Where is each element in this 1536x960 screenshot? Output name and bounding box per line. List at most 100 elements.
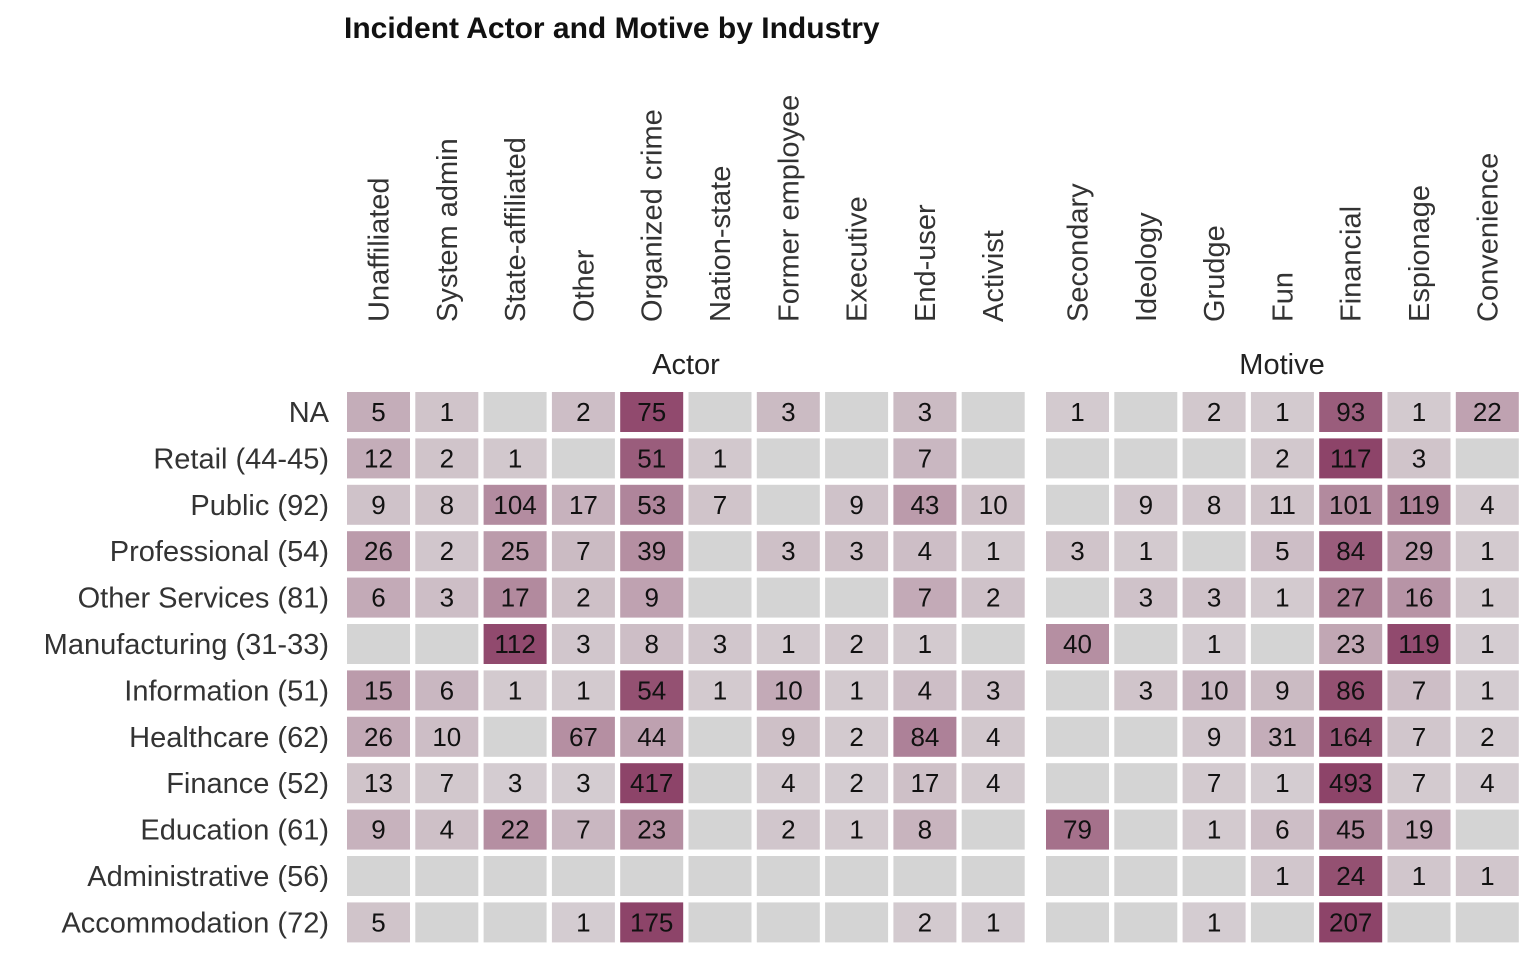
heatmap-cell-actor-3-7 bbox=[825, 531, 889, 572]
heatmap-cell-actor-2-6 bbox=[756, 484, 820, 525]
heatmap-cell-actor-7-8 bbox=[893, 716, 957, 757]
heatmap-cell-motive-0-0 bbox=[1046, 392, 1109, 432]
heatmap-cell-motive-8-3 bbox=[1250, 763, 1314, 804]
heatmap-cell-motive-3-5 bbox=[1387, 531, 1451, 572]
heatmap-cell-motive-1-6 bbox=[1455, 438, 1519, 479]
cell-value-label: 54 bbox=[637, 675, 666, 705]
panel-title-motive: Motive bbox=[1239, 349, 1324, 381]
heatmap-cell-motive-3-1 bbox=[1114, 531, 1178, 572]
heatmap-cell-actor-6-6 bbox=[756, 670, 820, 711]
cell-value-label: 1 bbox=[713, 675, 727, 705]
cell-value-label: 1 bbox=[576, 675, 590, 705]
cell-value-label: 9 bbox=[371, 815, 385, 845]
heatmap-cell-actor-9-4 bbox=[620, 809, 684, 850]
heatmap-cell-motive-6-5 bbox=[1387, 670, 1451, 711]
heatmap-cell-actor-7-3 bbox=[551, 716, 615, 757]
heatmap-cell-actor-2-8 bbox=[893, 484, 957, 525]
heatmap-cell-actor-10-9 bbox=[961, 856, 1025, 896]
heatmap-cell-actor-11-8 bbox=[893, 902, 957, 943]
heatmap-cell-motive-11-0 bbox=[1046, 902, 1109, 943]
heatmap-cell-actor-10-5 bbox=[688, 856, 752, 896]
cell-value-label: 84 bbox=[1336, 536, 1365, 566]
cell-value-label: 1 bbox=[576, 907, 590, 937]
row-label-retail-44-45: Retail (44-45) bbox=[153, 443, 329, 475]
cell-value-label: 24 bbox=[1336, 861, 1365, 891]
heatmap-cell-motive-5-3 bbox=[1250, 624, 1314, 664]
heatmap-cell-motive-4-2 bbox=[1182, 577, 1246, 618]
cell-value-label: 12 bbox=[364, 443, 393, 473]
heatmap-cell-actor-5-3 bbox=[551, 624, 615, 664]
heatmap-cell-actor-0-3 bbox=[551, 392, 615, 432]
cell-value-label: 15 bbox=[364, 675, 393, 705]
cell-value-label: 417 bbox=[630, 768, 673, 798]
heatmap-cell-actor-0-2 bbox=[483, 392, 547, 432]
heatmap-cell-actor-2-2 bbox=[483, 484, 547, 525]
heatmap-cell-actor-3-2 bbox=[483, 531, 547, 572]
heatmap-cell-actor-10-2 bbox=[483, 856, 547, 896]
col-label-state-affiliated: State-affiliated bbox=[500, 137, 532, 322]
cell-value-label: 6 bbox=[1275, 815, 1289, 845]
row-label-accommodation-72: Accommodation (72) bbox=[61, 907, 329, 939]
row-label-education-61: Education (61) bbox=[140, 815, 329, 847]
heatmap-cell-actor-11-0 bbox=[347, 902, 410, 943]
heatmap-cell-actor-1-3 bbox=[551, 438, 615, 479]
heatmap-cell-motive-6-0 bbox=[1046, 670, 1109, 711]
heatmap-cell-motive-6-1 bbox=[1114, 670, 1178, 711]
heatmap-cell-actor-4-1 bbox=[415, 577, 479, 618]
cell-value-label: 1 bbox=[986, 907, 1000, 937]
heatmap-cell-actor-1-7 bbox=[825, 438, 889, 479]
col-label-other: Other bbox=[568, 249, 600, 322]
heatmap-cell-actor-6-1 bbox=[415, 670, 479, 711]
heatmap-cell-motive-0-3 bbox=[1250, 392, 1314, 432]
cell-value-label: 104 bbox=[493, 490, 536, 520]
heatmap-cell-actor-2-5 bbox=[688, 484, 752, 525]
heatmap-cell-actor-5-0 bbox=[347, 624, 410, 664]
cell-value-label: 5 bbox=[371, 907, 385, 937]
heatmap-cell-actor-2-9 bbox=[961, 484, 1025, 525]
heatmap-cell-motive-5-0 bbox=[1046, 624, 1109, 664]
heatmap-cell-actor-9-9 bbox=[961, 809, 1025, 850]
heatmap-cell-actor-0-8 bbox=[893, 392, 957, 432]
cell-value-label: 29 bbox=[1405, 536, 1434, 566]
cell-value-label: 43 bbox=[910, 490, 939, 520]
heatmap-cell-motive-10-3 bbox=[1250, 856, 1314, 896]
heatmap-cell-motive-5-1 bbox=[1114, 624, 1178, 664]
cell-value-label: 27 bbox=[1336, 583, 1365, 613]
heatmap-cell-actor-2-0 bbox=[347, 484, 410, 525]
heatmap-cell-motive-11-2 bbox=[1182, 902, 1246, 943]
heatmap-cell-actor-0-9 bbox=[961, 392, 1025, 432]
row-label-other-services-81: Other Services (81) bbox=[78, 583, 329, 615]
cell-value-label: 9 bbox=[1207, 722, 1221, 752]
heatmap-cell-motive-2-5 bbox=[1387, 484, 1451, 525]
cell-value-label: 3 bbox=[1139, 675, 1153, 705]
heatmap-cell-actor-3-6 bbox=[756, 531, 820, 572]
cell-value-label: 1 bbox=[1480, 536, 1494, 566]
cell-value-label: 2 bbox=[849, 768, 863, 798]
heatmap-cell-actor-10-6 bbox=[756, 856, 820, 896]
heatmap-cell-actor-11-1 bbox=[415, 902, 479, 943]
row-label-healthcare-62: Healthcare (62) bbox=[129, 722, 329, 754]
heatmap-cell-actor-6-8 bbox=[893, 670, 957, 711]
heatmap-cell-motive-1-4 bbox=[1319, 438, 1383, 479]
heatmap-cell-motive-8-2 bbox=[1182, 763, 1246, 804]
heatmap-cell-motive-6-4 bbox=[1319, 670, 1383, 711]
heatmap-cell-actor-8-1 bbox=[415, 763, 479, 804]
heatmap-cell-motive-9-0 bbox=[1046, 809, 1109, 850]
heatmap-cell-actor-5-9 bbox=[961, 624, 1025, 664]
row-label-administrative-56: Administrative (56) bbox=[87, 861, 329, 893]
heatmap-cell-motive-5-2 bbox=[1182, 624, 1246, 664]
col-label-financial: Financial bbox=[1336, 206, 1368, 322]
heatmap-cell-actor-7-9 bbox=[961, 716, 1025, 757]
heatmap-cell-motive-9-2 bbox=[1182, 809, 1246, 850]
heatmap-cell-motive-3-2 bbox=[1182, 531, 1246, 572]
cell-value-label: 4 bbox=[1480, 490, 1494, 520]
cell-value-label: 1 bbox=[1207, 907, 1221, 937]
col-label-former-employee: Former employee bbox=[773, 95, 805, 322]
cell-value-label: 2 bbox=[1207, 397, 1221, 427]
heatmap-cell-actor-5-7 bbox=[825, 624, 889, 664]
heatmap-cell-motive-2-3 bbox=[1250, 484, 1314, 525]
heatmap-cell-motive-9-3 bbox=[1250, 809, 1314, 850]
cell-value-label: 11 bbox=[1269, 490, 1296, 520]
col-label-organized-crime: Organized crime bbox=[637, 109, 669, 322]
